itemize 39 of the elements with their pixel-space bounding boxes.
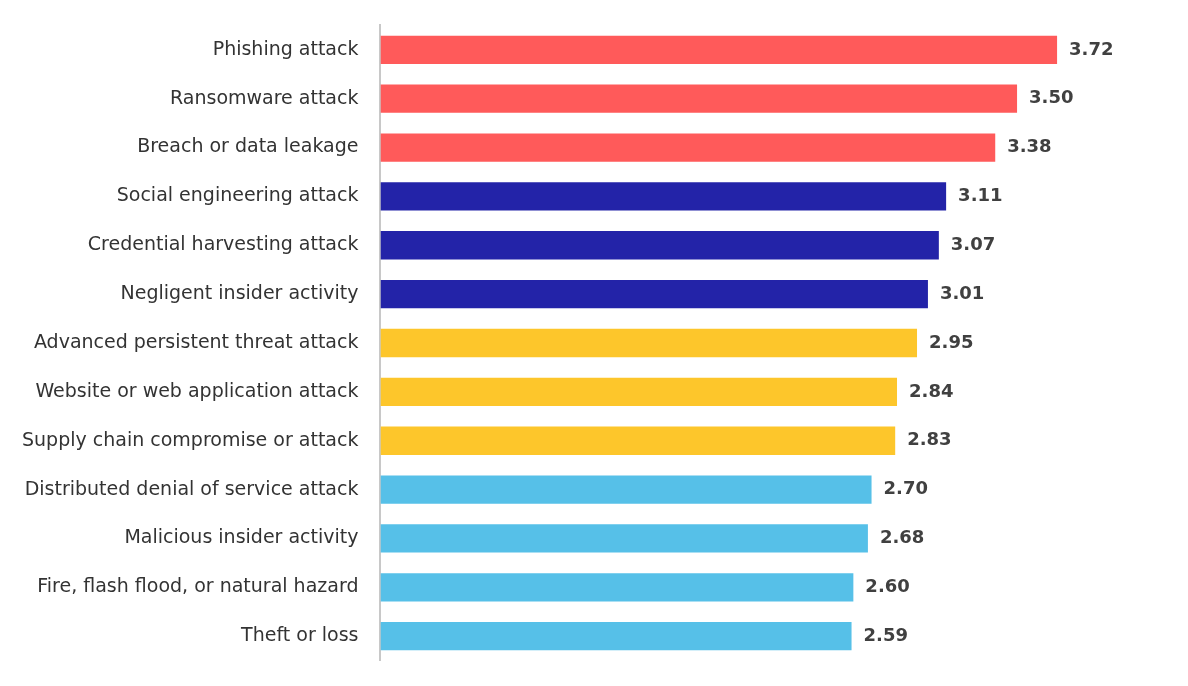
data-label: 2.60 [865,574,910,596]
bar [380,573,854,602]
data-label: 2.68 [879,526,925,548]
bar [380,524,868,553]
data-label: 3.01 [939,281,985,303]
bar [380,35,1058,64]
data-label: 2.95 [929,330,974,352]
y-tick-label: Fire, flash flood, or natural hazard [37,574,359,597]
bar [380,426,896,455]
data-label: 3.72 [1069,37,1114,59]
y-tick-label: Theft or loss [240,623,359,646]
bar [380,377,898,407]
data-label: 3.11 [958,184,1003,206]
bar [380,622,852,651]
y-tick-label: Phishing attack [212,36,359,59]
bar [380,231,939,260]
y-tick-label: Breach or data leakage [137,134,359,157]
bar [380,328,918,358]
bar [380,475,872,504]
y-tick-label: Credential harvesting attack [87,232,359,255]
data-label: 3.38 [1007,135,1052,157]
data-label: 2.59 [863,623,908,645]
bar [380,84,1018,113]
y-tick-label: Advanced persistent threat attack [33,329,359,352]
data-label: 2.83 [907,428,952,450]
y-tick-label: Negligent insider activity [120,281,359,304]
y-tick-label: Ransomware attack [170,85,359,108]
data-label: 3.50 [1029,86,1074,108]
data-label: 2.84 [909,379,954,401]
data-label: 2.70 [883,477,928,499]
y-tick-label: Website or web application attack [35,378,359,401]
y-tick-label: Malicious insider activity [124,525,359,548]
bar [380,279,928,309]
y-tick-label: Distributed denial of service attack [24,476,359,499]
y-tick-label: Social engineering attack [116,183,359,206]
data-label: 3.07 [950,232,996,254]
y-tick-label: Supply chain compromise or attack [21,427,359,450]
bar [380,133,996,162]
bar [380,182,947,211]
